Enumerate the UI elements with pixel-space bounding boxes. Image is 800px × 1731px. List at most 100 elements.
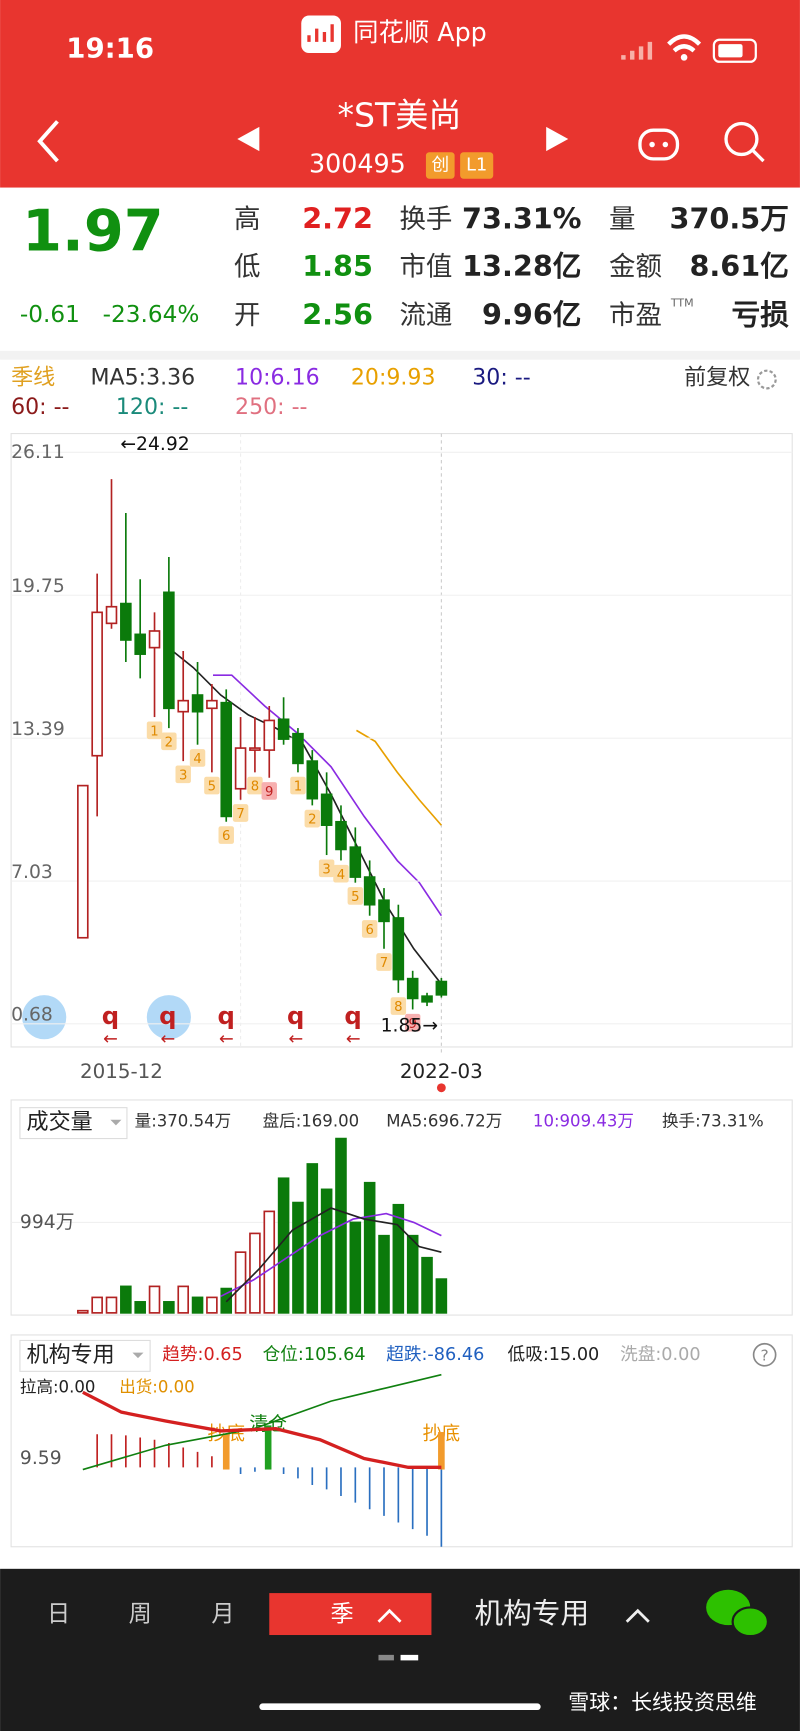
prev-stock[interactable] xyxy=(237,126,260,152)
signal-arrow: ← xyxy=(103,1029,118,1049)
volume-bar xyxy=(105,1296,118,1314)
period-tab[interactable]: 季 xyxy=(331,1602,354,1628)
stat-label: 换手 xyxy=(399,204,452,235)
change: -0.61 xyxy=(20,302,80,328)
high-label: ←24.92 xyxy=(120,434,189,455)
candle-body xyxy=(77,784,89,939)
td-badge xyxy=(390,997,407,1015)
period-tab[interactable]: 日 xyxy=(47,1602,70,1628)
indicator-line xyxy=(82,1373,442,1471)
ma-legend: MA5:3.36 10:6.16 20:9.93 30: -- 60: -- 120: -… xyxy=(11,365,531,420)
td-number: 3 xyxy=(179,768,187,783)
stat-value: 13.28亿 xyxy=(462,249,581,283)
signal: q xyxy=(102,1001,119,1030)
indicator-legend: 出货:0.00 xyxy=(119,1377,194,1396)
candle-body xyxy=(163,591,175,710)
ma10-line xyxy=(212,674,443,917)
td-number: 4 xyxy=(337,868,345,883)
volume-bar xyxy=(148,1285,161,1314)
help-icon[interactable] xyxy=(752,1342,777,1367)
signal: q xyxy=(218,1001,235,1030)
stat-value: 73.31% xyxy=(462,202,581,236)
volume-legend: MA5:696.72万 xyxy=(386,1112,502,1131)
volume-bar xyxy=(191,1296,204,1314)
badge: 创 xyxy=(431,154,449,175)
indicator-switch[interactable]: 机构专用 xyxy=(474,1596,589,1630)
floating-button[interactable] xyxy=(146,995,191,1040)
robot-eye xyxy=(662,141,669,148)
td-badge xyxy=(304,809,321,828)
header-bg xyxy=(0,0,800,188)
robot-icon[interactable] xyxy=(638,128,680,161)
y-tick-label: 994万 xyxy=(20,1212,75,1233)
volume-bar xyxy=(177,1285,190,1314)
period-tab[interactable]: 周 xyxy=(129,1602,152,1628)
badge-bg xyxy=(460,152,494,179)
app-name: 同花顺 App xyxy=(353,17,487,47)
candle-body xyxy=(120,602,132,641)
battery xyxy=(712,38,757,63)
period-tab[interactable]: 月 xyxy=(211,1602,234,1628)
signal-arrow: ← xyxy=(346,1029,361,1049)
candle-body xyxy=(435,980,448,996)
volume-legend: 换手:73.31% xyxy=(662,1112,764,1131)
td-number: 4 xyxy=(193,752,201,767)
ma-legend-item: 10:6.16 xyxy=(235,365,320,390)
active-tab-bg xyxy=(269,1593,432,1636)
volume-bar xyxy=(421,1256,433,1314)
y-tick-label: 7.03 xyxy=(11,862,53,883)
app-icon xyxy=(301,15,341,53)
floating-button[interactable] xyxy=(22,995,67,1040)
volume-bar xyxy=(378,1234,390,1314)
indicator-legend: 仓位:105.64 xyxy=(263,1344,366,1365)
signal: q xyxy=(159,1001,176,1030)
app-icon-glyph xyxy=(307,24,334,42)
volume-bar xyxy=(77,1309,89,1314)
td-number: 5 xyxy=(351,890,359,905)
ma-legend-item: 120: -- xyxy=(116,395,188,420)
td-badge xyxy=(261,782,277,800)
y-tick-label: 13.39 xyxy=(11,719,65,740)
ma-legend-item: 60: -- xyxy=(11,395,69,420)
chevron xyxy=(377,1608,402,1623)
volume-select[interactable] xyxy=(19,1107,128,1140)
back-button[interactable] xyxy=(37,120,59,163)
candle-body xyxy=(263,719,276,751)
wechat-icon xyxy=(731,1606,770,1638)
indicator-select[interactable] xyxy=(19,1339,151,1372)
date-label: 2015-12 xyxy=(80,1060,163,1083)
wifi-dot xyxy=(680,54,688,61)
stat-label: 金额 xyxy=(609,252,662,283)
help-mark: ? xyxy=(761,1346,769,1364)
volume: 量:370.54万 盘后:169.00 MA5:696.72万 10:909.43万 换… xyxy=(11,1112,793,1314)
volume-bar xyxy=(349,1221,362,1314)
indicator-title: 机构专用 xyxy=(27,1343,115,1368)
td-number: 6 xyxy=(222,829,230,844)
clock: 19:16 xyxy=(66,32,154,65)
ma-legend-item: 250: -- xyxy=(235,395,307,420)
search-icon[interactable] xyxy=(724,121,759,157)
candle-body xyxy=(220,701,233,818)
settings-icon[interactable] xyxy=(756,369,777,390)
volume-bar xyxy=(91,1296,103,1314)
candle-body xyxy=(392,917,405,981)
td-badge xyxy=(347,887,364,905)
candle-body xyxy=(249,747,261,751)
volume-bar xyxy=(392,1203,405,1314)
stat-value: 2.72 xyxy=(302,202,373,236)
td-badge xyxy=(175,765,191,784)
candle-body xyxy=(406,977,419,1000)
candle-body xyxy=(91,611,103,757)
adjust-button[interactable]: 前复权 xyxy=(684,365,750,390)
next-stock[interactable] xyxy=(546,126,569,152)
signal-arrow: ← xyxy=(288,1029,303,1049)
candle-body xyxy=(421,995,433,1003)
volume-bar xyxy=(292,1201,304,1314)
cursor-dot xyxy=(436,1083,446,1093)
signal: q xyxy=(287,1001,304,1030)
last-price: 1.97 xyxy=(22,198,164,265)
td-number: 6 xyxy=(365,923,373,938)
vol-ma10 xyxy=(220,1212,442,1298)
